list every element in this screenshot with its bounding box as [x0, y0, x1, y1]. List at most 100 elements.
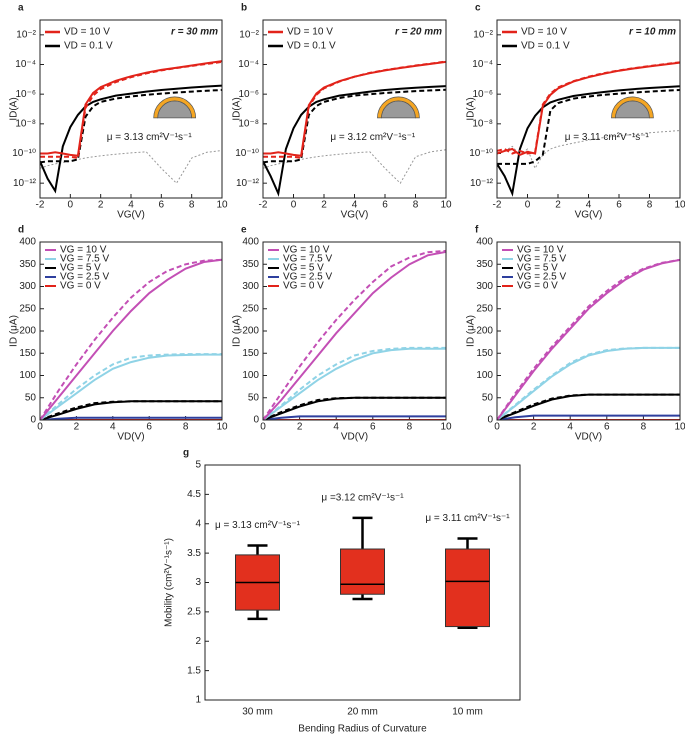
series-line [40, 84, 222, 194]
y-tick-label: 250 [476, 303, 493, 314]
x-tick-label: 4 [567, 422, 573, 433]
x-tick-label: 4 [352, 200, 358, 211]
x-tick-label: 10 [440, 200, 452, 211]
series-line [40, 400, 222, 420]
panel-label: e [241, 225, 247, 236]
y-axis-label: ID (μA) [232, 315, 243, 347]
x-tick-label: 8 [413, 200, 419, 211]
y-tick-label: 150 [242, 348, 259, 359]
legend-label: VD = 10 V [287, 27, 333, 38]
series-line [497, 258, 680, 420]
y-tick-label: 10⁻¹² [236, 178, 260, 189]
mobility-annotation: μ = 3.13 cm²V⁻¹s⁻¹ [107, 132, 193, 143]
y-tick-label: 10⁻⁶ [238, 89, 259, 100]
x-tick-label: 6 [146, 422, 152, 433]
plot-frame [262, 19, 447, 199]
inset-device [377, 96, 420, 119]
legend-label: VG = 2.5 V [60, 272, 110, 283]
x-tick-label: -2 [259, 200, 268, 211]
y-tick-label: 400 [242, 237, 259, 248]
x-tick-label: 2 [74, 422, 80, 433]
y-tick-label: 200 [242, 326, 259, 337]
x-tick-label: 6 [370, 422, 376, 433]
x-tick-label: 4 [586, 200, 592, 211]
x-tick-label: -2 [493, 200, 502, 211]
y-tick-label: 0 [253, 415, 259, 426]
y-tick-label: 10⁻⁸ [238, 118, 259, 129]
legend-label: VD = 0.1 V [287, 41, 336, 52]
series-line [263, 60, 446, 157]
x-tick-label: 2 [98, 200, 104, 211]
y-tick-label: 50 [248, 392, 260, 403]
y-tick-label: 4 [195, 518, 201, 529]
y-tick-label: 50 [482, 392, 494, 403]
x-tick-label: 4 [110, 422, 116, 433]
series-line [497, 61, 680, 157]
x-tick-label: 0 [260, 422, 266, 433]
plot-frame [39, 241, 223, 421]
radius-annotation: r = 30 mm [171, 27, 218, 38]
x-axis-label: VG(V) [575, 210, 603, 221]
legend-label: VG = 5 V [60, 263, 101, 274]
y-tick-label: 100 [19, 370, 36, 381]
x-tick-label: 4 [128, 200, 134, 211]
x-tick-label: 6 [159, 200, 165, 211]
x-tick-label: 10 mm [452, 707, 483, 718]
y-tick-label: 400 [476, 237, 493, 248]
x-tick-label: 10 [674, 422, 685, 433]
plot-frame [262, 241, 447, 421]
legend-label: VG = 10 V [60, 245, 107, 256]
mobility-annotation: μ =3.12 cm²V⁻¹s⁻¹ [321, 493, 404, 504]
x-tick-label: 30 mm [242, 707, 273, 718]
x-tick-label: 10 [674, 200, 685, 211]
plot-frame [496, 241, 681, 421]
y-tick-label: 1.5 [187, 665, 201, 676]
y-tick-label: 3 [195, 577, 201, 588]
legend-label: VG = 10 V [517, 245, 564, 256]
series-line [263, 88, 446, 164]
series-line [40, 353, 222, 420]
y-tick-label: 1 [195, 695, 201, 706]
series-line [263, 396, 446, 420]
y-tick-label: 3.5 [187, 548, 201, 559]
series-line [263, 85, 446, 197]
series-line [497, 85, 680, 197]
x-tick-label: 2 [531, 422, 537, 433]
series-line [40, 89, 222, 164]
series-line [40, 150, 222, 184]
series-line [263, 347, 446, 420]
mobility-annotation: μ = 3.11 cm²V⁻¹s⁻¹ [425, 513, 510, 524]
y-tick-label: 350 [19, 259, 36, 270]
legend-label: VG = 5 V [517, 263, 558, 274]
series-line [263, 346, 446, 420]
x-tick-label: 8 [641, 422, 647, 433]
x-tick-label: 0 [37, 422, 43, 433]
y-tick-label: 150 [19, 348, 36, 359]
y-tick-label: 10⁻¹⁰ [469, 148, 493, 159]
x-tick-label: 8 [189, 200, 195, 211]
x-tick-label: 8 [183, 422, 189, 433]
x-tick-label: 8 [407, 422, 413, 433]
series-line [40, 60, 222, 157]
series-line [40, 258, 222, 420]
box [445, 548, 490, 628]
legend-label: VG = 10 V [283, 245, 330, 256]
y-tick-label: 10⁻¹² [13, 178, 37, 189]
y-tick-label: 10⁻¹² [470, 178, 494, 189]
y-tick-label: 10⁻⁴ [472, 59, 493, 70]
legend-label: VG = 2.5 V [283, 272, 333, 283]
panel-label: a [18, 3, 24, 14]
y-tick-label: 2.5 [187, 607, 201, 618]
y-tick-label: 10⁻² [473, 29, 493, 40]
x-tick-label: 2 [555, 200, 561, 211]
y-tick-label: 50 [25, 392, 37, 403]
series-line [263, 249, 446, 420]
y-tick-label: 250 [19, 303, 36, 314]
y-tick-label: 10⁻² [16, 29, 36, 40]
legend-label: VG = 7.5 V [517, 254, 567, 265]
y-tick-label: 10⁻⁴ [15, 59, 36, 70]
panel-label: g [183, 448, 189, 459]
legend-label: VG = 0 V [517, 281, 558, 292]
x-tick-label: 10 [440, 422, 452, 433]
legend-label: VD = 10 V [64, 27, 110, 38]
